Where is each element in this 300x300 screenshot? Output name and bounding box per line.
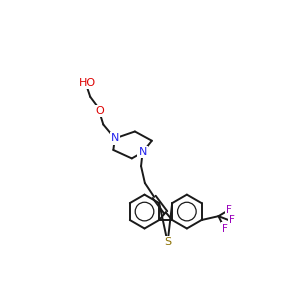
Text: S: S [164, 237, 171, 248]
Text: HO: HO [80, 78, 97, 88]
Text: F: F [230, 215, 235, 225]
Text: F: F [222, 224, 228, 233]
Text: N: N [138, 147, 147, 157]
Text: F: F [226, 205, 232, 215]
Text: N: N [111, 134, 119, 143]
Text: O: O [95, 106, 104, 116]
